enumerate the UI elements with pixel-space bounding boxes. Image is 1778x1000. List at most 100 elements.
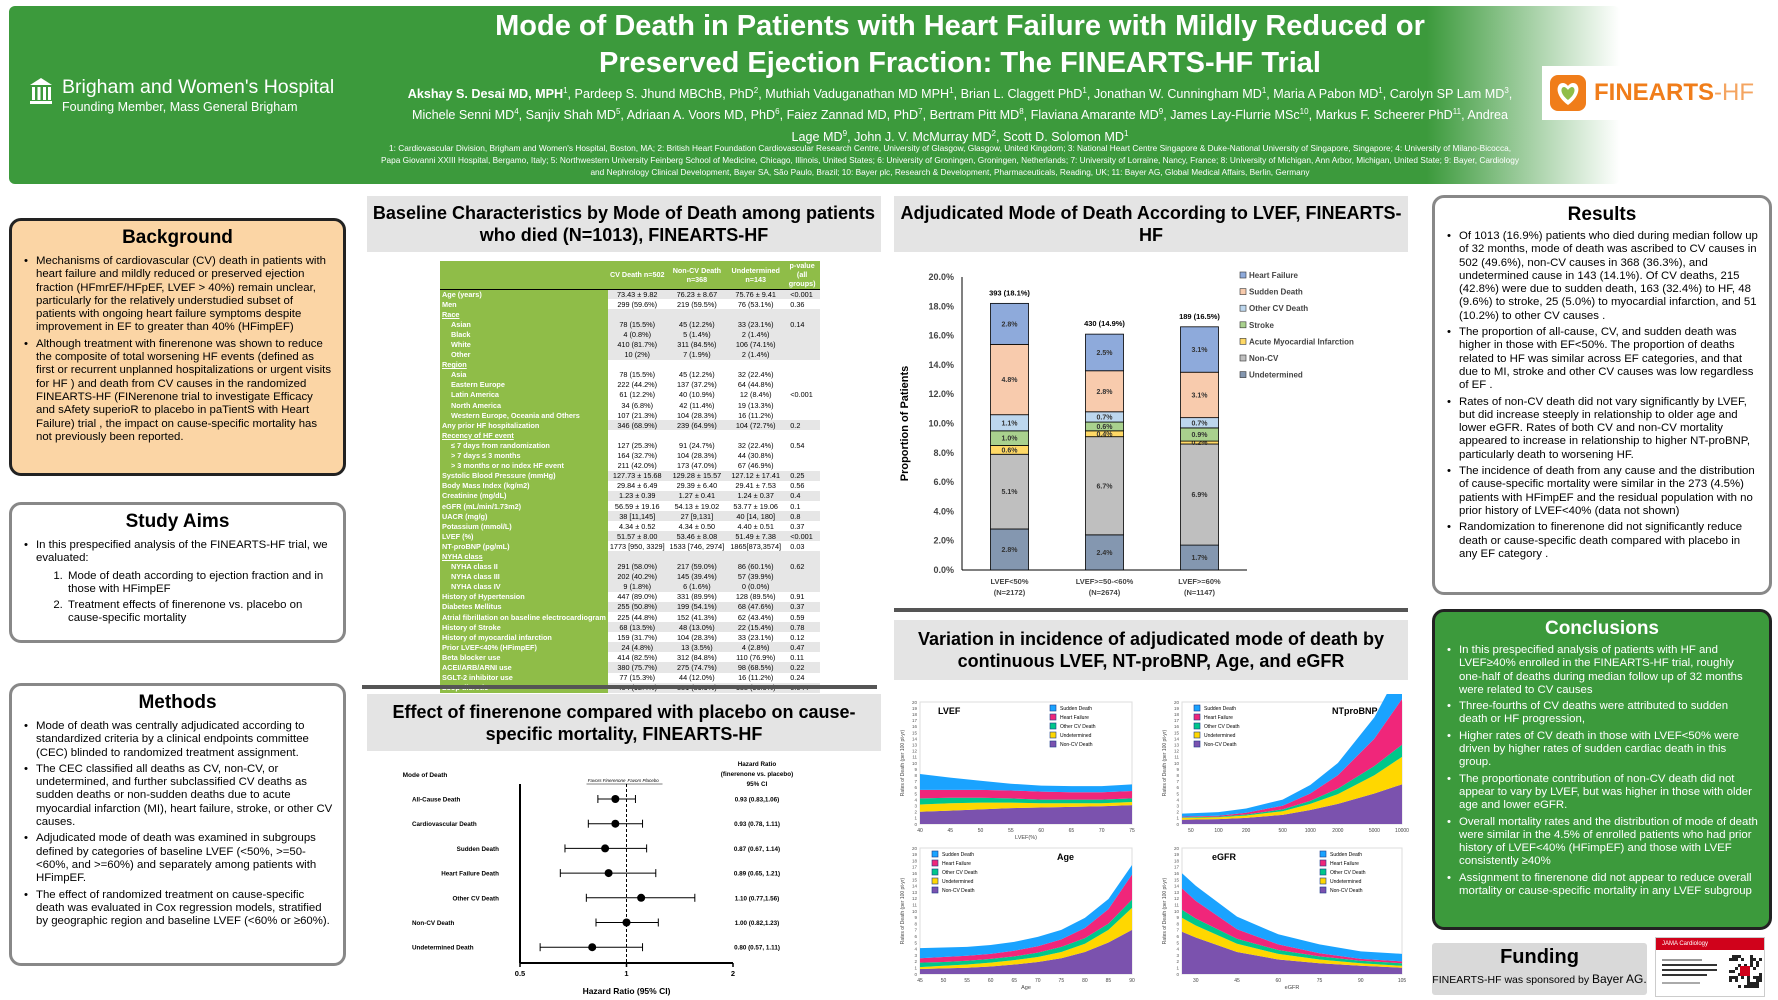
row-label: Recency of HF event — [440, 430, 608, 441]
cell-und: 33 (23.1%) — [727, 319, 785, 330]
x-tick-label: 55 — [964, 978, 970, 984]
y-tick-label: 13 — [912, 743, 918, 748]
y-tick-label: 4 — [914, 797, 917, 802]
legend-swatch — [1239, 321, 1247, 329]
x-tick-label: 70 — [1099, 828, 1105, 834]
y-tick-label: 1 — [914, 966, 917, 971]
cell-noncv: 27 [9,131] — [666, 511, 728, 522]
row-label: Other CV Death — [452, 895, 499, 902]
y-tick-label: 11 — [1174, 755, 1179, 760]
author-name: Carolyn SP Lam MD — [1389, 87, 1505, 102]
affiliation-number: 2 — [991, 128, 996, 138]
table-row: NYHA class — [440, 551, 820, 562]
bullet-item: The effect of randomized treatment on ca… — [22, 889, 333, 929]
author-name: Faiez Zannad MD, PhD — [786, 108, 919, 123]
bullet-item: Higher rates of CV death in those with L… — [1445, 730, 1759, 770]
cell-cv — [608, 430, 667, 440]
hr-point — [611, 819, 620, 828]
cell-noncv: 4.34 ± 0.50 — [678, 521, 716, 531]
author: Maria A Pabon MD1, — [1273, 86, 1390, 102]
author-name: John J. V. McMurray MD — [854, 129, 992, 144]
y-tick-label: 2 — [914, 959, 917, 964]
row-label: Cardiovascular Death — [412, 821, 477, 828]
y-tick-label: 15 — [1174, 877, 1180, 882]
cell-und: 64 (44.8%) — [737, 380, 774, 390]
area-non-cv-death — [920, 805, 1132, 824]
journal-publication-thumbnail[interactable]: JAMA Cardiology — [1655, 937, 1765, 997]
x-tick-label: LVEF>=60% — [1178, 577, 1221, 586]
table-row: Atrial fibrillation on baseline electroc… — [440, 612, 820, 623]
methods-bullets: Mode of death was centrally adjudicated … — [22, 720, 333, 928]
row-label: > 3 months or no index HF event — [440, 460, 608, 471]
cell-p-value: <0.001 — [790, 390, 813, 400]
row-label: Heart Failure Death — [441, 871, 499, 878]
legend-swatch — [1319, 850, 1327, 858]
qr-code-icon[interactable] — [1728, 954, 1762, 988]
cell-p-value — [784, 461, 820, 471]
table-row: Men 299 (59.6%) 219 (59.5%) 76 (53.1%) 0.36 — [440, 299, 820, 310]
table-row: ≤ 7 days from randomization 127 (25.3%) 91… — [440, 440, 820, 451]
y-tick-label: 6 — [914, 785, 917, 790]
cell-cv: 255 (50.8%) — [607, 601, 667, 612]
cell-und: 128 (89.5%) — [735, 592, 776, 602]
cell-und: 76 (53.1%) — [737, 299, 774, 309]
forest-plot: Mode of Death Hazard Ratio (finerenone vs.… — [403, 761, 794, 996]
author: Sanjiv Shah MD5, — [525, 107, 627, 123]
cell-noncv: 44 (12.0%) — [679, 673, 715, 683]
legend-label: Sudden Death — [942, 852, 974, 858]
table-row: History of Hypertension 447 (89.0%) 331 (8… — [440, 591, 820, 602]
legend-swatch — [1239, 371, 1247, 378]
row-label: LVEF (%) — [440, 531, 608, 542]
cell-cv — [607, 551, 667, 562]
segment-value-label: 2.4% — [1097, 550, 1114, 557]
cell-cv — [607, 309, 667, 320]
y-tick-label: 15 — [1174, 730, 1180, 735]
cell-noncv: 331 (89.9%) — [677, 592, 717, 602]
affiliation-number: 5 — [615, 107, 621, 117]
author: John J. V. McMurray MD2, — [854, 128, 1003, 144]
area-heart-failure — [920, 789, 1132, 800]
cell-cv: 73.43 ± 9.82 — [607, 289, 667, 300]
y-tick-label: 6 — [914, 934, 917, 939]
y-tick-label: 2 — [1176, 810, 1179, 815]
table-row: Creatinine (mg/dL) 1.23 ± 0.39 1.27 ± 0.41… — [440, 490, 820, 501]
cell-und: 4.40 ± 0.51 — [737, 521, 774, 531]
legend-swatch — [1049, 731, 1057, 739]
segment-value-label: 2.8% — [1002, 547, 1019, 554]
table-row: Body Mass Index (kg/m2) 29.84 ± 6.49 29.39… — [440, 480, 820, 491]
hr-point — [611, 795, 620, 803]
y-tick-label: 7 — [914, 779, 917, 784]
author: James Lay-Flurrie MSc10, — [1170, 107, 1316, 123]
cell-cv: 410 (81.7%) — [607, 339, 667, 350]
author: Adriaan A. Voors MD, PhD6, — [626, 107, 787, 123]
y-tick-label: 4 — [1176, 947, 1179, 952]
cell-p-value — [784, 309, 820, 320]
row-label: NYHA class — [440, 551, 608, 562]
affiliation-number: 6 — [775, 107, 780, 117]
bullet-item: The CEC classified all deaths as CV, non… — [22, 763, 333, 829]
author-name: Akshay S. Desai MD, MPH — [407, 87, 564, 102]
results-section: Results Of 1013 (16.9%) patients who die… — [1432, 195, 1772, 595]
row-label: Race — [440, 309, 608, 320]
cell-noncv: 54.13 ± 19.02 — [674, 501, 720, 511]
segment-value-label: 1.0% — [1002, 436, 1019, 443]
cell-p-value: <0.001 — [784, 289, 820, 300]
y-tick-label: 14 — [1174, 736, 1180, 741]
legend-label: Heart Failure — [1060, 715, 1089, 721]
baseline-characteristics-table: CV Death n=502 Non-CV Death n=368 Undeterm… — [440, 261, 820, 693]
cell-p-value — [784, 551, 820, 562]
cell-und: 16 (11.2%) — [738, 410, 774, 420]
y-tick-label: 13 — [1174, 743, 1180, 748]
author: Flaviana Amarante MD9, — [1030, 107, 1171, 123]
cell-p-value: 0.62 — [784, 561, 820, 572]
x-tick-label: (N=1147) — [1184, 588, 1216, 597]
author: Faiez Zannad MD, PhD7, — [786, 107, 930, 123]
y-tick-label: 16 — [912, 724, 918, 729]
legend-label: Non-CV Death — [1330, 888, 1363, 894]
row-label: Latin America — [440, 389, 608, 401]
legend-label: Stroke — [1249, 321, 1274, 330]
segment-value-label: 3.1% — [1192, 347, 1209, 354]
chart-title: LVEF — [938, 706, 961, 716]
y-tick-label: 19 — [912, 852, 918, 857]
y-tick-label: 14 — [912, 736, 918, 741]
